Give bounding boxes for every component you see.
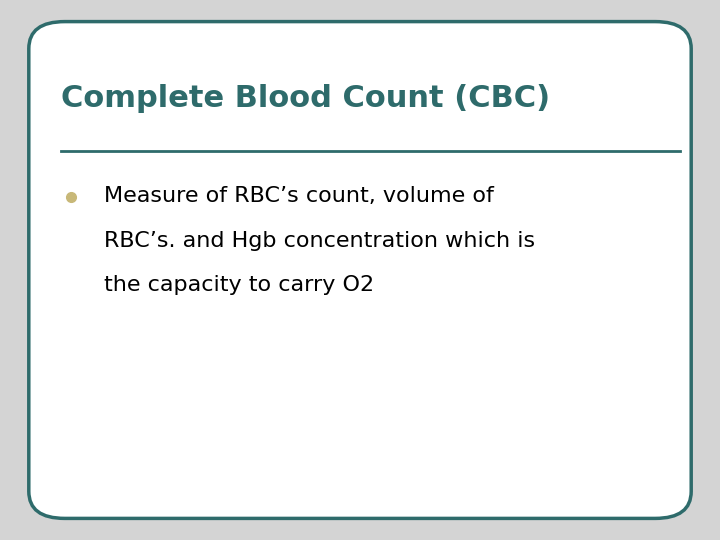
Text: RBC’s. and Hgb concentration which is: RBC’s. and Hgb concentration which is: [104, 231, 536, 251]
FancyBboxPatch shape: [29, 22, 691, 518]
Text: the capacity to carry O2: the capacity to carry O2: [104, 275, 374, 295]
Text: Measure of RBC’s count, volume of: Measure of RBC’s count, volume of: [104, 186, 494, 206]
Text: Complete Blood Count (CBC): Complete Blood Count (CBC): [61, 84, 550, 113]
